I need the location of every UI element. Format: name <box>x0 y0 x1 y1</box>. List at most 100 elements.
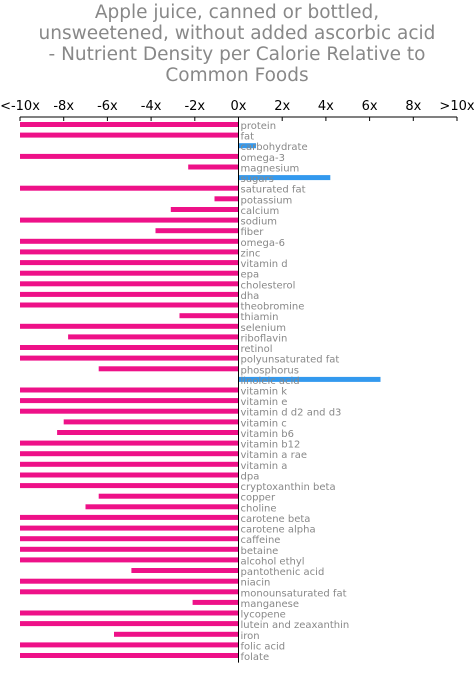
bar-caffeine <box>20 536 239 542</box>
nutrient-label: monounsaturated fat <box>241 588 347 599</box>
bar-sugars <box>238 175 331 181</box>
x-tick-label: -8x <box>53 99 74 114</box>
bar-linoleic-acid <box>238 376 381 382</box>
bar-retinol <box>20 345 239 350</box>
nutrient-label: carotene alpha <box>241 525 316 536</box>
bar-cholesterol <box>20 281 239 287</box>
chart-title: Apple juice, canned or bottled, unsweete… <box>0 2 474 86</box>
bar-lycopene <box>20 610 239 616</box>
x-tick-label: -4x <box>141 99 162 114</box>
bar-vitamin-d <box>20 260 239 266</box>
bar-alcohol-ethyl <box>20 557 239 563</box>
bar-phosphorus <box>98 366 239 372</box>
nutrient-label: folic acid <box>241 641 286 652</box>
x-tick-label: >10x <box>439 99 474 114</box>
nutrient-label: lutein and zeaxanthin <box>241 620 350 631</box>
x-tick-label: 8x <box>405 99 421 114</box>
nutrient-label: thiamin <box>241 312 279 323</box>
x-tick-label: 4x <box>318 99 334 114</box>
nutrient-label: carbohydrate <box>241 142 308 153</box>
bar-vitamin-a-rae <box>20 451 239 457</box>
nutrient-label: vitamin a rae <box>241 450 307 461</box>
bar-calcium <box>170 207 239 212</box>
nutrient-label: potassium <box>241 195 293 206</box>
nutrient-label: manganese <box>241 599 300 610</box>
nutrient-label: lycopene <box>241 610 286 621</box>
nutrient-label: pantothenic acid <box>241 567 325 578</box>
nutrient-label: folate <box>241 652 270 663</box>
nutrient-label: fiber <box>241 227 265 238</box>
bar-vitamin-a <box>20 461 239 467</box>
nutrient-label: zinc <box>241 248 261 259</box>
nutrient-label: alcohol ethyl <box>241 556 305 567</box>
bar-vitamin-k <box>20 387 239 393</box>
nutrient-label: omega-3 <box>241 153 285 164</box>
bar-carbohydrate <box>238 143 256 149</box>
bar-vitamin-c <box>63 419 239 425</box>
bar-monounsaturated-fat <box>20 589 239 595</box>
x-tick-label: -2x <box>184 99 205 114</box>
nutrient-label: magnesium <box>241 164 300 175</box>
nutrient-label: riboflavin <box>241 333 288 344</box>
nutrient-label: vitamin a <box>241 461 288 472</box>
nutrient-label: vitamin c <box>241 418 287 429</box>
bar-niacin <box>20 578 239 584</box>
chart-title-line-1: Apple juice, canned or bottled, <box>94 2 380 23</box>
bar-folate <box>20 653 239 658</box>
bar-riboflavin <box>68 334 239 340</box>
nutrient-label: niacin <box>241 578 271 589</box>
bar-vitamin-b12 <box>20 440 239 446</box>
bar-folic-acid <box>20 642 239 648</box>
bar-omega-3 <box>20 153 239 159</box>
bar-magnesium <box>188 164 239 170</box>
nutrient-label: vitamin b12 <box>241 440 301 451</box>
nutrient-label: dha <box>241 291 260 302</box>
bar-potassium <box>214 196 239 202</box>
chart-title-line-2: unsweetened, without added ascorbic acid <box>38 23 436 44</box>
nutrient-label: vitamin d <box>241 259 288 270</box>
bar-choline <box>85 504 239 510</box>
bar-fiber <box>155 228 239 234</box>
bar-selenium <box>20 323 239 329</box>
nutrient-label: sodium <box>241 217 278 228</box>
bars-layer <box>20 122 381 658</box>
nutrient-label: cholesterol <box>241 280 296 291</box>
nutrient-label: iron <box>241 631 260 642</box>
nutrient-label: betaine <box>241 546 279 557</box>
nutrient-label: vitamin k <box>241 387 288 398</box>
bar-epa <box>20 270 239 276</box>
nutrient-label: vitamin e <box>241 397 288 408</box>
bar-vitamin-b6 <box>57 430 239 435</box>
nutrient-label: omega-6 <box>241 238 285 249</box>
bar-thiamin <box>179 313 239 319</box>
bar-saturated-fat <box>20 185 239 191</box>
bar-zinc <box>20 249 239 255</box>
bar-dpa <box>20 472 239 478</box>
bar-cryptoxanthin-beta <box>20 483 239 489</box>
nutrient-label: sugars <box>241 174 274 185</box>
nutrient-label: choline <box>241 503 277 514</box>
nutrient-label: protein <box>241 121 277 132</box>
nutrient-label: carotene beta <box>241 514 311 525</box>
bar-iron <box>114 631 239 637</box>
bar-sodium <box>20 217 239 223</box>
nutrient-labels-layer: proteinfatcarbohydrateomega-3magnesiumsu… <box>241 121 350 663</box>
chart-title-line-3: - Nutrient Density per Calorie Relative … <box>48 44 426 65</box>
nutrient-label: copper <box>241 493 276 504</box>
nutrient-label: epa <box>241 270 260 281</box>
x-tick-label: -6x <box>97 99 118 114</box>
x-axis: <-10x -8x -6x -4x -2x 0x 2x 4x 6x 8x >10x <box>0 99 474 663</box>
nutrient-label: theobromine <box>241 302 305 313</box>
bar-lutein-and-zeaxanthin <box>20 621 239 627</box>
bar-theobromine <box>20 302 239 308</box>
bar-vitamin-d-d2-and-d3 <box>20 408 239 414</box>
bar-omega-6 <box>20 238 239 244</box>
bar-vitamin-e <box>20 398 239 404</box>
bar-protein <box>20 122 239 127</box>
nutrient-label: polyunsaturated fat <box>241 355 340 366</box>
nutrient-label: saturated fat <box>241 185 306 196</box>
nutrient-label: phosphorus <box>241 365 299 376</box>
nutrient-label: vitamin d d2 and d3 <box>241 408 342 419</box>
nutrient-label: dpa <box>241 472 260 483</box>
